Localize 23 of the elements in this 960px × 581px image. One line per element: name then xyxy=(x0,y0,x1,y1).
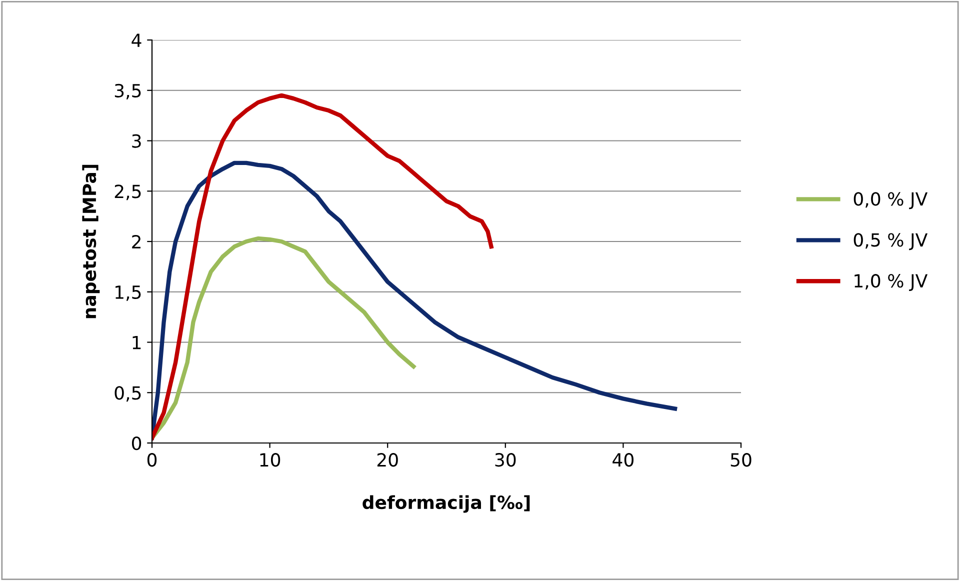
y-tick-label: 1,5 xyxy=(116,286,141,301)
line-series xyxy=(152,236,416,440)
legend-label: 1,0 % JV xyxy=(854,274,928,292)
x-tick-label: 20 xyxy=(377,453,398,467)
x-axis-title: deformacija [‰] xyxy=(362,495,530,513)
y-tick-label: 2 xyxy=(132,234,140,248)
x-tick-label: 30 xyxy=(495,453,516,467)
x-tick-label: 10 xyxy=(260,453,280,467)
y-tick-label: 0 xyxy=(132,436,142,450)
x-tick-label: 0 xyxy=(147,453,157,467)
legend-label: 0,0 % JV xyxy=(854,192,928,210)
x-tick-label: 50 xyxy=(730,453,752,467)
legend-label: 0,5 % JV xyxy=(854,233,928,250)
y-tick-label: 0,5 xyxy=(114,386,141,402)
y-tick-label: 4 xyxy=(132,34,142,47)
y-axis-title: napetost [MPa] xyxy=(82,164,100,318)
y-tick-label: 1 xyxy=(132,336,141,350)
line-series xyxy=(152,93,494,440)
x-tick-label: 40 xyxy=(612,453,634,467)
y-tick-label: 3 xyxy=(132,134,141,148)
y-tick-label: 3,5 xyxy=(114,84,141,100)
line-series xyxy=(152,160,678,440)
y-tick-label: 2,5 xyxy=(114,184,141,200)
